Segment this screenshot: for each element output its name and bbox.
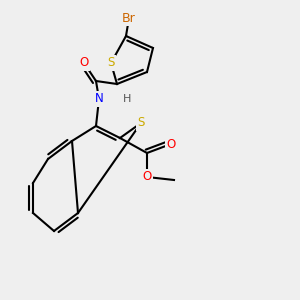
Text: O: O xyxy=(167,137,176,151)
Text: S: S xyxy=(137,116,145,130)
Text: S: S xyxy=(107,56,115,70)
Text: O: O xyxy=(142,170,152,184)
Text: H: H xyxy=(123,94,131,104)
Text: O: O xyxy=(80,56,88,70)
Text: N: N xyxy=(94,92,103,106)
Text: Br: Br xyxy=(122,11,136,25)
